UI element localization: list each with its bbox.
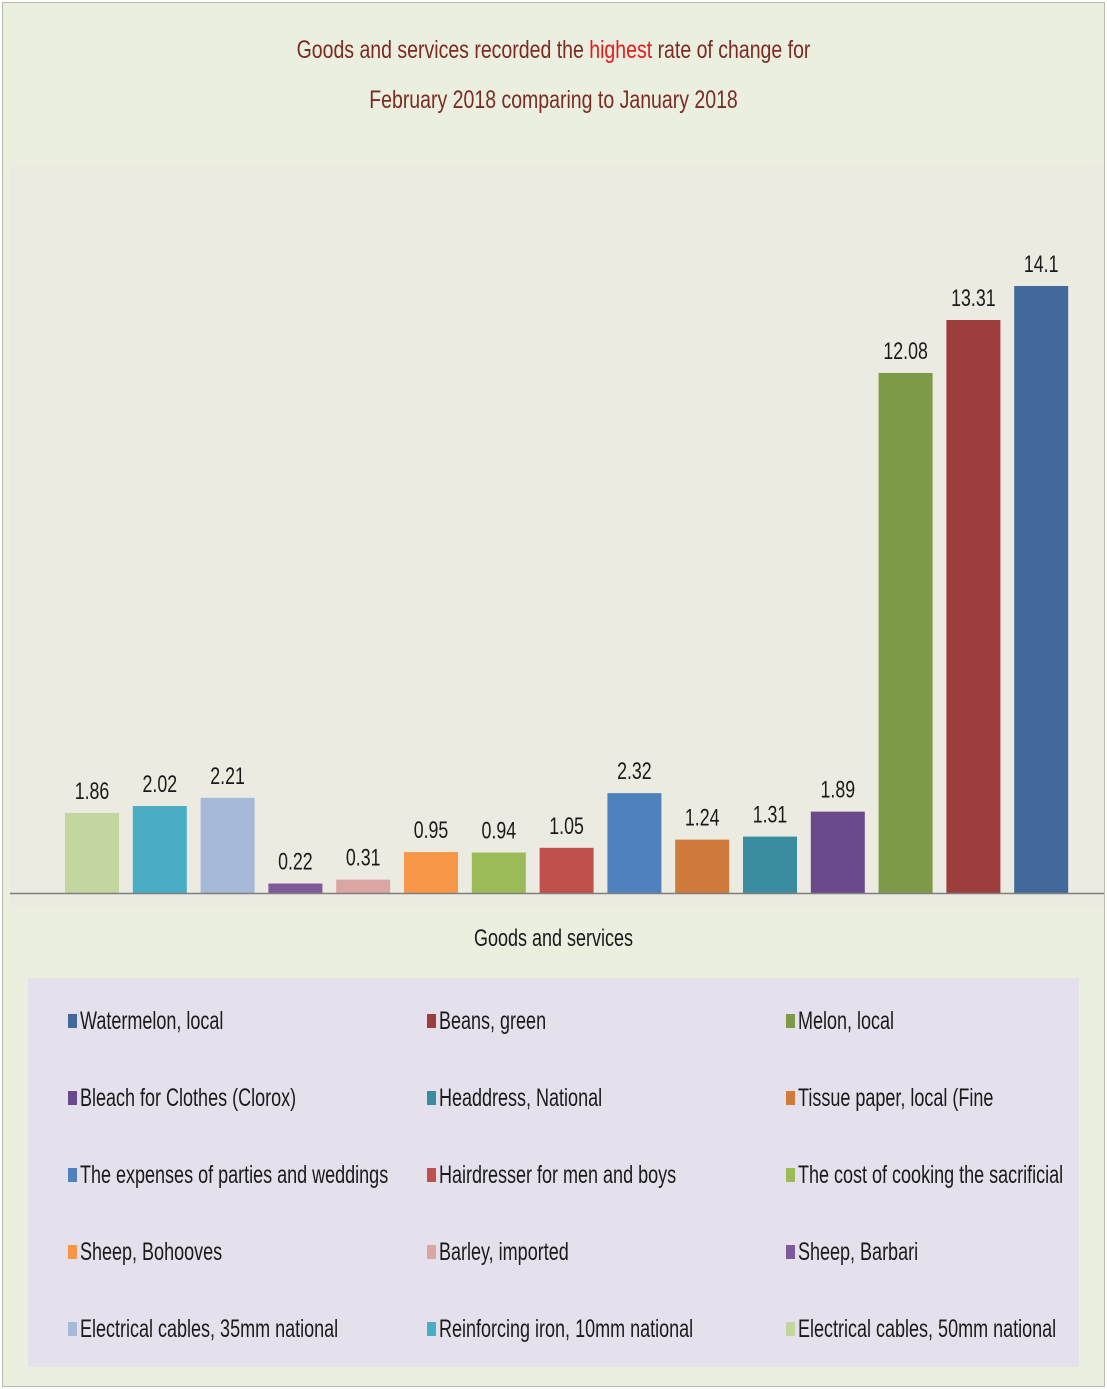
legend-item-7: The expenses of parties and weddings [68, 1160, 508, 1190]
legend-swatch [68, 1091, 77, 1105]
legend-label: The cost of cooking the sacrificial [798, 1160, 1064, 1189]
chart-title-line-1: Goods and services recorded the highest … [124, 25, 983, 75]
legend-item-10: Sheep, Bohooves [68, 1237, 277, 1267]
bar-value-label-14: 13.31 [951, 286, 995, 312]
legend-swatch [786, 1245, 795, 1259]
bar-value-label-13: 12.08 [883, 338, 927, 364]
chart-title-line-2: February 2018 comparing to January 2018 [369, 86, 738, 114]
legend-item-1: Watermelon, local [68, 1006, 279, 1036]
legend-label: Melon, local [798, 1006, 895, 1035]
bar-value-label-8: 1.05 [549, 813, 584, 839]
title-highlight: highest [589, 36, 653, 64]
legend-swatch [427, 1168, 436, 1182]
bar-chart: 1.86 2.02 2.21 0.22 0.31 0.95 0.94 1.05 2.32 1.24… [10, 252, 1104, 895]
legend-item-3: Melon, local [786, 1006, 931, 1036]
bar-value-label-12: 1.89 [821, 777, 856, 803]
legend-swatch [427, 1322, 436, 1336]
legend-swatch [68, 1168, 77, 1182]
legend-item-4: Bleach for Clothes (Clorox) [68, 1083, 380, 1113]
legend-swatch [68, 1014, 77, 1028]
legend-item-5: Headdress, National [427, 1083, 666, 1113]
bar-value-label-6: 0.95 [414, 818, 449, 844]
legend-swatch [68, 1322, 77, 1336]
legend-swatch [427, 1014, 436, 1028]
legend-item-15: Electrical cables, 50mm national [786, 1314, 1107, 1344]
bar-4 [268, 883, 323, 893]
bar-6 [404, 852, 458, 893]
bar-value-label-10: 1.24 [685, 805, 720, 831]
legend-label: The expenses of parties and weddings [80, 1160, 389, 1189]
legend-label: Beans, green [439, 1006, 547, 1035]
title-part-1: Goods and services recorded the [296, 36, 590, 64]
legend-swatch [786, 1168, 795, 1182]
legend-swatch [786, 1322, 795, 1336]
legend-swatch [427, 1091, 436, 1105]
bar-value-label-4: 0.22 [278, 849, 313, 875]
legend-label: Electrical cables, 50mm national [798, 1314, 1057, 1343]
legend-label: Electrical cables, 35mm national [80, 1314, 339, 1343]
legend-item-2: Beans, green [427, 1006, 588, 1036]
bar-15 [1014, 285, 1069, 893]
title-part-3: rate of change for [652, 36, 811, 64]
bar-value-label-5: 0.31 [346, 845, 381, 871]
legend-item-13: Electrical cables, 35mm national [68, 1314, 439, 1344]
bar-value-label-11: 1.31 [753, 802, 788, 828]
legend-swatch [68, 1245, 77, 1259]
legend-label: Barley, imported [439, 1237, 569, 1266]
legend-label: Sheep, Bohooves [80, 1237, 223, 1266]
chart-title: Goods and services recorded the highest … [124, 25, 983, 125]
bar-value-label-2: 2.02 [143, 772, 178, 798]
legend-label: Sheep, Barbari [798, 1237, 919, 1266]
plot-area: 1.86 2.02 2.21 0.22 0.31 0.95 0.94 1.05 2.32 1.24… [10, 166, 1104, 906]
legend-item-12: Sheep, Barbari [786, 1237, 965, 1267]
bar-value-label-1: 1.86 [75, 778, 110, 804]
bar-13 [878, 372, 933, 893]
bar-value-label-7: 0.94 [482, 818, 517, 844]
legend-item-9: The cost of cooking the sacrificial [786, 1160, 1107, 1190]
legend-label: Bleach for Clothes (Clorox) [80, 1083, 297, 1112]
bar-12 [810, 811, 865, 893]
legend-label: Tissue paper, local (Fine [798, 1083, 994, 1112]
bar-10 [675, 839, 730, 893]
legend-item-11: Barley, imported [427, 1237, 619, 1267]
legend-swatch [427, 1245, 436, 1259]
bar-9 [607, 793, 662, 893]
bar-8 [539, 847, 594, 893]
legend-swatch [786, 1014, 795, 1028]
x-axis-label: Goods and services [473, 925, 634, 952]
legend-item-6: Tissue paper, local (Fine [786, 1083, 1069, 1113]
bar-2 [132, 806, 187, 893]
legend-item-8: Hairdresser for men and boys [427, 1160, 768, 1190]
bar-5 [336, 879, 391, 893]
legend-label: Reinforcing iron, 10mm national [439, 1314, 694, 1343]
bar-value-label-15: 14.1 [1024, 252, 1059, 278]
legend: Watermelon, local Beans, green Melon, loca… [28, 978, 1079, 1367]
legend-swatch [786, 1091, 795, 1105]
bar-14 [946, 320, 1001, 893]
bar-7 [471, 852, 526, 893]
legend-label: Watermelon, local [80, 1006, 224, 1035]
bar-1 [65, 812, 119, 893]
bar-value-label-3: 2.21 [210, 763, 245, 789]
bar-11 [743, 836, 797, 893]
bar-value-label-9: 2.32 [617, 759, 652, 785]
bar-3 [200, 797, 255, 893]
legend-item-14: Reinforcing iron, 10mm national [427, 1314, 792, 1344]
legend-label: Headdress, National [439, 1083, 603, 1112]
legend-label: Hairdresser for men and boys [439, 1160, 677, 1189]
